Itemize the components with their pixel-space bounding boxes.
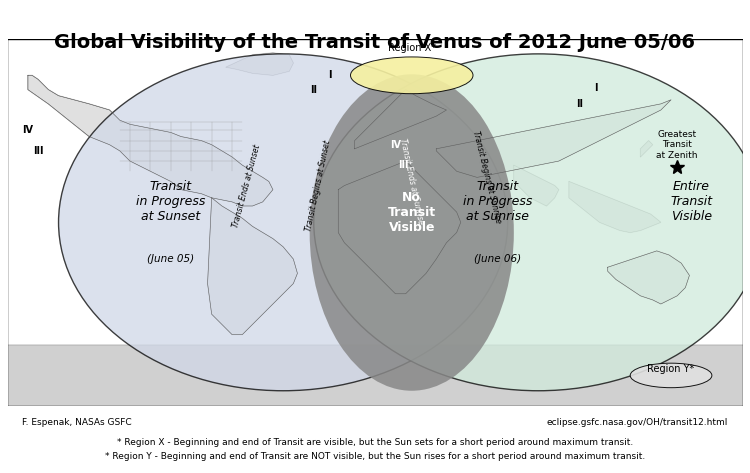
Polygon shape — [514, 165, 559, 206]
Polygon shape — [28, 75, 273, 206]
Text: (June 06): (June 06) — [474, 254, 521, 264]
Polygon shape — [208, 198, 298, 334]
Polygon shape — [338, 161, 460, 294]
Text: Transit Begins at Sunrise: Transit Begins at Sunrise — [472, 130, 503, 225]
Text: I: I — [594, 83, 597, 93]
Text: Transit Ends at Sunrise: Transit Ends at Sunrise — [398, 138, 425, 225]
Text: * Region Y - Beginning and end of Transit are NOT visible, but the Sun rises for: * Region Y - Beginning and end of Transi… — [105, 452, 645, 461]
Text: I: I — [328, 70, 332, 80]
Text: II: II — [576, 99, 583, 109]
Polygon shape — [355, 89, 446, 149]
Text: eclipse.gsfc.nasa.gov/OH/transit12.html: eclipse.gsfc.nasa.gov/OH/transit12.html — [547, 418, 728, 427]
Ellipse shape — [310, 74, 514, 391]
Text: III: III — [33, 146, 44, 156]
Text: II: II — [310, 85, 317, 95]
Text: Transit
in Progress
at Sunset: Transit in Progress at Sunset — [136, 180, 206, 223]
Text: IV: IV — [390, 140, 401, 150]
Text: Transit Begins at Sunset: Transit Begins at Sunset — [304, 139, 332, 232]
Polygon shape — [436, 100, 671, 177]
Text: Entire
Transit
Visible: Entire Transit Visible — [670, 180, 712, 223]
Text: Region X*: Region X* — [388, 43, 436, 53]
Text: Global Visibility of the Transit of Venus of 2012 June 05/06: Global Visibility of the Transit of Venu… — [55, 33, 695, 52]
Text: Transit Ends at Sunset: Transit Ends at Sunset — [231, 143, 262, 228]
Text: F. Espenak, NASAs GSFC: F. Espenak, NASAs GSFC — [22, 418, 132, 427]
Polygon shape — [640, 140, 652, 157]
Text: Greatest
Transit
at Zenith: Greatest Transit at Zenith — [656, 130, 698, 159]
Polygon shape — [569, 182, 661, 233]
Polygon shape — [608, 251, 689, 304]
Text: Region Y*: Region Y* — [647, 364, 694, 374]
Ellipse shape — [630, 363, 712, 388]
Text: IV: IV — [22, 125, 34, 135]
Polygon shape — [8, 345, 742, 406]
Text: III: III — [398, 160, 409, 170]
Ellipse shape — [314, 54, 750, 391]
Text: II: II — [576, 99, 583, 109]
Ellipse shape — [350, 57, 473, 94]
Ellipse shape — [58, 54, 508, 391]
Polygon shape — [440, 149, 497, 202]
Text: (June 05): (June 05) — [147, 254, 194, 264]
Text: I: I — [594, 83, 597, 93]
Text: * Region X - Beginning and end of Transit are visible, but the Sun sets for a sh: * Region X - Beginning and end of Transi… — [117, 438, 633, 447]
Text: No
Transit
Visible: No Transit Visible — [388, 191, 436, 234]
Text: Transit
in Progress
at Sunrise: Transit in Progress at Sunrise — [463, 180, 532, 223]
Polygon shape — [226, 53, 293, 75]
